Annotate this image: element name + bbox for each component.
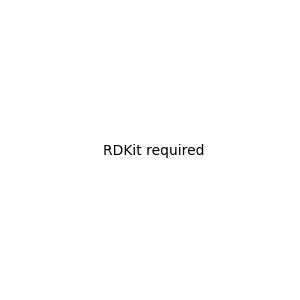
Text: RDKit required: RDKit required bbox=[103, 145, 205, 158]
